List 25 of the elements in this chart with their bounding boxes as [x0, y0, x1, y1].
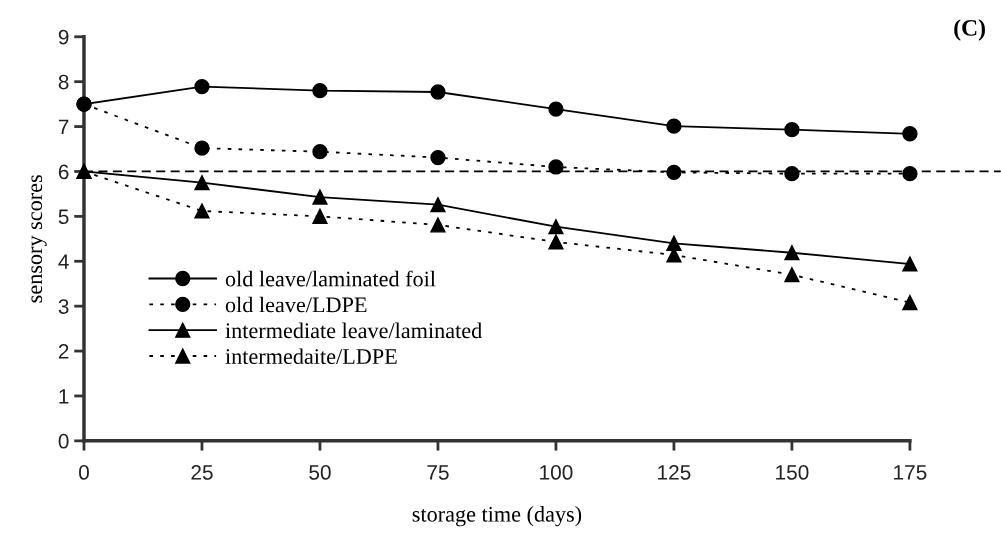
y-tick-label: 4 — [58, 254, 69, 269]
x-tick-label: 100 — [540, 465, 573, 480]
y-tick-label: 8 — [58, 74, 69, 90]
x-tick-label: 150 — [776, 465, 809, 480]
legend-label: old leave/laminated foil — [225, 270, 436, 287]
legend-label: old leave/LDPE — [225, 296, 367, 313]
x-tick-label: 75 — [427, 465, 449, 480]
x-tick-label: 175 — [894, 465, 927, 480]
x-tick-label: 25 — [191, 465, 213, 480]
x-tick-label: 0 — [79, 465, 89, 480]
y-tick-label: 9 — [58, 29, 69, 45]
x-tick-label: 50 — [309, 465, 331, 480]
y-tick-label: 6 — [58, 164, 69, 180]
y-tick-label: 7 — [58, 119, 69, 135]
text: (C) — [954, 19, 985, 41]
legend-label: intermedaite/LDPE — [225, 348, 397, 365]
x-tick-label: 125 — [658, 465, 691, 480]
legend-label: intermediate leave/laminated — [225, 322, 482, 339]
y-axis-title: sensory scores — [31, 175, 47, 303]
y-tick-label: 2 — [58, 344, 69, 359]
x-axis-title: storage time (days) — [412, 506, 582, 527]
y-tick-label: 3 — [58, 299, 69, 314]
y-tick-label: 0 — [58, 433, 69, 449]
y-tick-label: 1 — [59, 389, 69, 404]
y-tick-label: 5 — [58, 209, 69, 225]
